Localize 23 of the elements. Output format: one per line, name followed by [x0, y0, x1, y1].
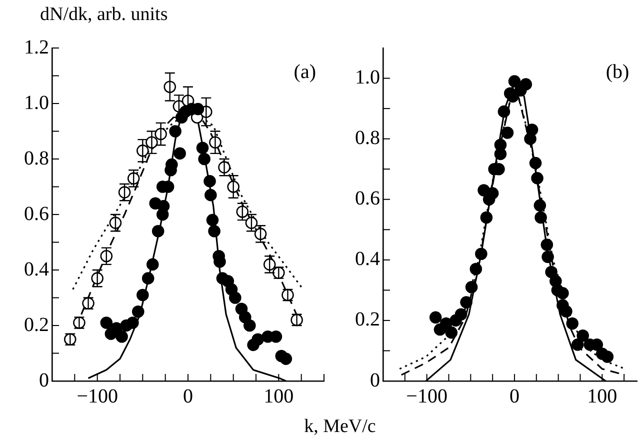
y-tick-label: 1.0: [24, 92, 49, 114]
x-tick-label: 100: [587, 385, 618, 408]
annotation: (a): [294, 61, 316, 83]
x-tick-label: 0: [183, 385, 193, 408]
y-tick-label: 1.0: [355, 66, 380, 89]
x-tick-label: 0: [509, 385, 520, 408]
y-axis-title: dN/dk, arb. units: [40, 4, 168, 26]
y-tick-label: 0.2: [24, 314, 49, 336]
y-tick-label: 0.2: [355, 308, 380, 331]
y-tick-label: 0.6: [355, 188, 380, 210]
y-tick-label: 1.2: [24, 36, 49, 58]
y-tick-label: 0.8: [355, 127, 380, 150]
y-tick-label: 0.4: [24, 258, 49, 280]
y-tick-label: 0: [39, 369, 49, 392]
x-axis-title: k, MeV/c: [303, 416, 377, 438]
annotation: (b): [606, 61, 630, 83]
x-tick-label: −100: [406, 385, 448, 408]
y-tick-label: 0: [370, 369, 380, 392]
y-tick-label: 0.4: [355, 248, 380, 270]
x-tick-label: 100: [264, 385, 294, 408]
y-tick-label: 0.8: [24, 147, 49, 170]
y-tick-label: 0.6: [24, 202, 49, 225]
x-tick-label: −100: [76, 385, 118, 408]
